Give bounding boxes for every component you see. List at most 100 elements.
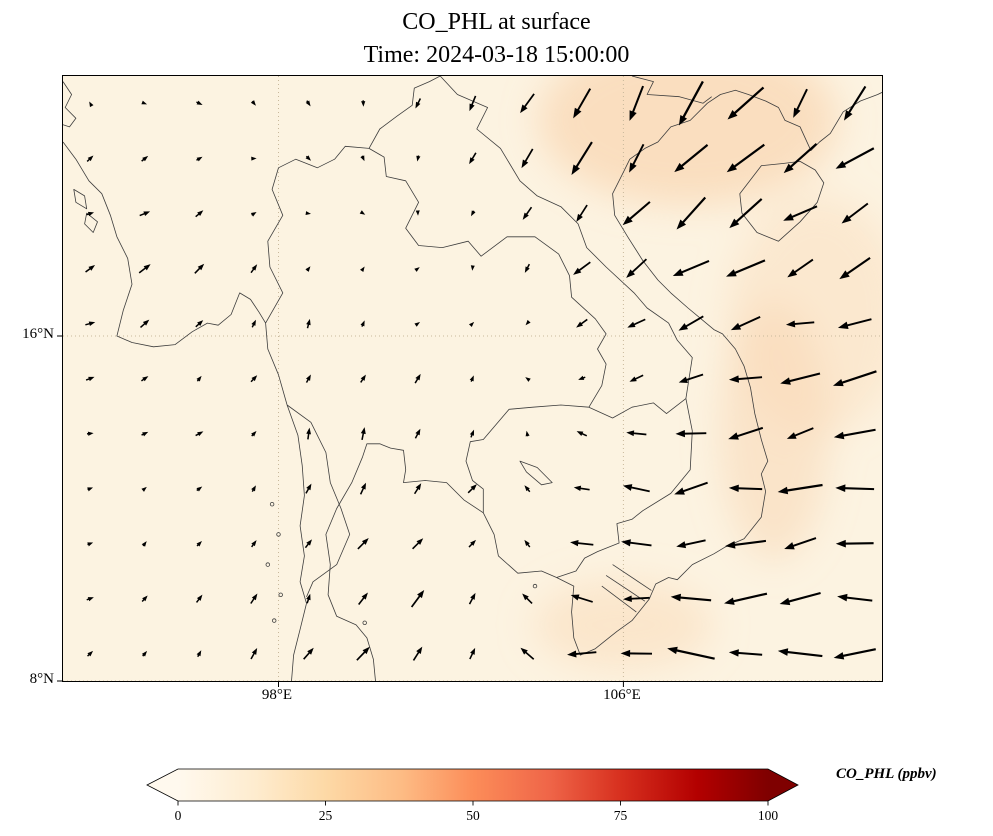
wind-arrow — [570, 540, 594, 547]
wind-arrow — [250, 264, 258, 274]
wind-arrow — [780, 372, 821, 385]
wind-arrow — [85, 264, 96, 273]
wind-arrow — [469, 429, 475, 438]
wind-arrow — [250, 375, 258, 383]
wind-arrow — [520, 93, 535, 114]
wind-arrow — [576, 318, 588, 328]
wind-arrow — [678, 80, 704, 126]
wind-arrow — [573, 261, 591, 275]
small-island — [269, 502, 275, 507]
wind-arrow — [629, 374, 644, 382]
wind-arrow — [359, 482, 366, 495]
wind-arrow — [85, 321, 96, 326]
wind-arrow — [622, 201, 651, 226]
wind-arrow — [304, 539, 312, 549]
wind-arrow — [623, 595, 650, 603]
wind-arrow — [524, 485, 531, 493]
map-inner — [63, 76, 882, 681]
wind-arrow — [141, 486, 147, 492]
wind-arrow — [567, 650, 597, 658]
border-thailand-laos — [368, 148, 607, 408]
wind-arrow — [356, 646, 370, 661]
wind-arrow — [786, 427, 814, 439]
wind-arrow — [570, 594, 593, 603]
wind-arrow — [358, 592, 368, 606]
wind-arrow — [196, 375, 202, 382]
wind-arrow — [416, 155, 421, 162]
wind-arrow — [251, 319, 256, 328]
border-myanmar-thailand-north — [265, 145, 370, 324]
coastline-chittagong — [63, 81, 77, 128]
border-thailand-cambodia — [465, 404, 589, 513]
wind-arrow — [250, 647, 258, 660]
wind-arrow — [724, 592, 768, 605]
lake-tonle-sap — [519, 460, 553, 486]
wind-arrow — [468, 592, 476, 605]
wind-arrow — [522, 206, 533, 220]
gridlines — [63, 76, 882, 681]
wind-arrow — [726, 259, 766, 277]
wind-arrow — [578, 375, 586, 380]
y-tick-label-16n: 16°N — [22, 326, 54, 342]
wind-arrow — [250, 211, 257, 217]
small-island — [278, 592, 283, 597]
shading-blob — [727, 194, 882, 435]
wind-arrow — [141, 541, 147, 547]
map-canvas — [57, 76, 882, 687]
wind-arrow — [470, 210, 476, 217]
wind-arrow — [524, 539, 531, 548]
wind-arrow — [678, 373, 704, 383]
wind-arrow — [141, 431, 149, 437]
wind-arrow — [835, 147, 875, 169]
wind-arrow — [784, 537, 817, 550]
colorbar-label: CO_PHL (ppbv) — [836, 766, 937, 782]
wind-arrow — [576, 204, 588, 222]
colorbar-tick-label: 100 — [758, 808, 779, 823]
wind-arrow — [415, 210, 420, 216]
wind-arrow — [779, 591, 821, 606]
wind-arrow — [305, 483, 312, 494]
wind-arrow — [576, 431, 588, 437]
wind-arrow — [141, 155, 149, 162]
wind-arrow — [835, 539, 874, 548]
wind-arrow — [467, 484, 477, 494]
wind-arrow — [306, 427, 312, 440]
wind-arrow — [525, 430, 530, 437]
wind-arrow — [783, 143, 818, 174]
wind-arrow — [787, 258, 814, 278]
wind-arrow — [196, 650, 202, 658]
wind-arrow — [571, 141, 593, 175]
wind-arrow — [469, 152, 477, 165]
wind-arrow — [837, 593, 873, 602]
wind-arrow — [777, 648, 823, 658]
wind-arrow — [470, 265, 475, 271]
wind-arrow — [833, 648, 876, 660]
colorbar-gradient — [146, 768, 799, 802]
wind-arrow — [360, 320, 365, 327]
coastline-west-myanmar-peninsula — [63, 141, 307, 681]
wind-arrow — [194, 263, 205, 274]
small-island — [265, 562, 270, 567]
wind-arrow — [837, 318, 872, 330]
wind-arrow — [626, 258, 648, 278]
wind-arrow — [306, 318, 311, 329]
wind-arrow — [727, 86, 765, 120]
wind-arrow — [725, 539, 767, 549]
wind-arrow — [832, 370, 877, 387]
concentration-shading — [533, 76, 882, 670]
wind-arrow — [777, 483, 823, 495]
plot-title: CO_PHL at surface Time: 2024-03-18 15:00… — [0, 6, 993, 72]
wind-arrow — [413, 483, 422, 495]
border-myanmar-thailand-south — [286, 404, 351, 598]
wind-arrow — [305, 100, 311, 107]
coastline-gulf-and-east — [325, 89, 882, 681]
wind-arrow — [195, 431, 204, 437]
wind-arrow — [410, 589, 425, 608]
wind-arrow — [85, 376, 95, 382]
wind-arrow — [469, 95, 477, 112]
wind-arrow — [251, 430, 257, 437]
wind-arrow — [195, 210, 204, 218]
wind-arrow — [412, 646, 423, 661]
wind-arrow — [672, 260, 710, 277]
wind-arrow — [726, 143, 765, 173]
